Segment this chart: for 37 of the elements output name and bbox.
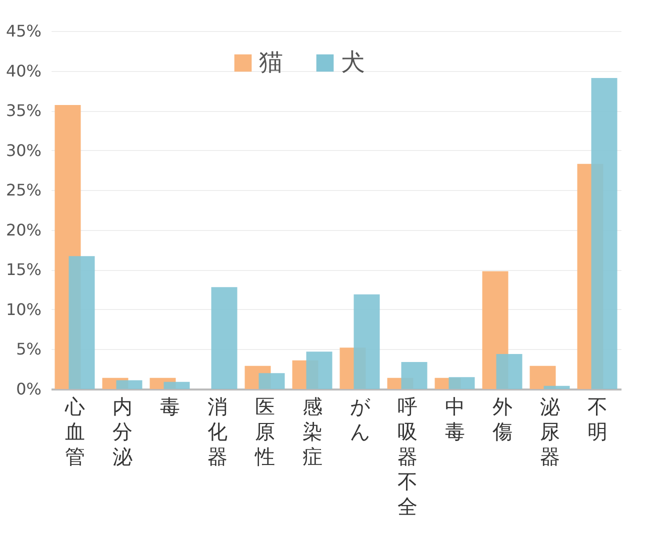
y-tick-label: 5% (16, 340, 42, 359)
x-tick-label: 不明 (587, 394, 608, 444)
x-tick-label: 呼吸器不全 (397, 394, 418, 518)
y-tick-label: 40% (6, 61, 42, 80)
bar (116, 380, 142, 389)
bar (211, 287, 238, 389)
legend-label: 犬 (341, 48, 365, 76)
bar (401, 362, 428, 389)
bar (530, 366, 556, 389)
bar (306, 352, 332, 389)
x-tick-label: 泌尿器 (540, 394, 560, 468)
bar (544, 386, 570, 389)
bar (354, 294, 380, 389)
y-tick-label: 15% (6, 260, 42, 280)
y-tick-label: 20% (6, 220, 42, 240)
x-tick-label: 消化器 (207, 394, 228, 468)
y-tick-label: 35% (6, 101, 42, 120)
x-tick-label: 感染症 (302, 394, 322, 468)
bar (448, 377, 475, 389)
x-tick-label: 心血管 (64, 394, 85, 468)
bar (164, 382, 190, 389)
y-tick-label: 45% (6, 22, 42, 40)
x-tick-label: 中毒 (444, 394, 465, 444)
y-tick-label: 30% (6, 140, 42, 160)
bar (258, 373, 285, 389)
y-tick-label: 0% (16, 380, 42, 398)
x-tick-label: がん (350, 394, 371, 444)
legend-label: 猫 (259, 48, 283, 76)
y-tick-label: 25% (6, 180, 42, 200)
bar (496, 354, 522, 389)
bar (591, 78, 618, 389)
bar (68, 256, 95, 389)
x-tick-label: 医原性 (254, 394, 275, 468)
x-tick-label: 外傷 (491, 394, 512, 444)
x-tick-label: 内分泌 (112, 394, 132, 468)
x-tick-label: 毒 (160, 394, 180, 418)
y-tick-label: 10% (6, 300, 42, 319)
